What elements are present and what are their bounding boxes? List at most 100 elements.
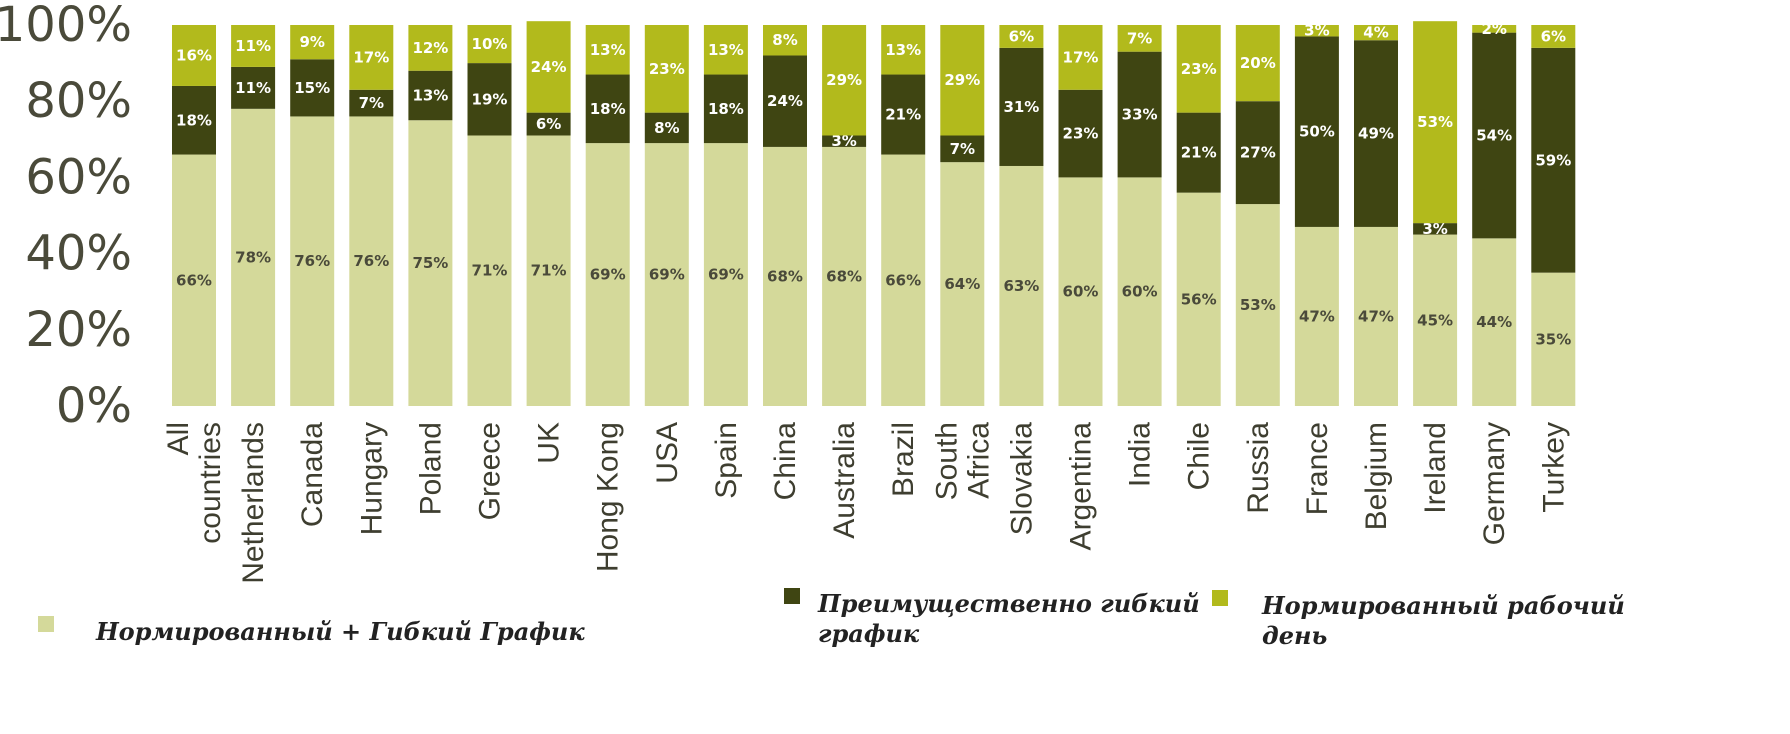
legend-label: график xyxy=(818,619,920,648)
x-tick-label: Greece xyxy=(474,422,507,520)
bar-segment xyxy=(1058,89,1103,178)
bar-segment xyxy=(172,25,216,86)
data-label: 31% xyxy=(1003,98,1039,116)
bar-segment xyxy=(1472,25,1517,33)
x-tick-label: Australia xyxy=(828,422,861,539)
data-label: 13% xyxy=(885,41,921,59)
bar-segment xyxy=(940,135,985,163)
x-tick-label: China xyxy=(769,422,802,501)
bar-segment xyxy=(763,25,807,56)
data-label: 8% xyxy=(654,119,679,137)
data-label: 63% xyxy=(1003,277,1039,295)
bar-segment xyxy=(644,143,689,407)
bar-segment xyxy=(999,25,1044,48)
bar-segment xyxy=(526,112,571,136)
data-label: 6% xyxy=(1541,27,1566,45)
legend-swatch xyxy=(784,588,800,604)
data-label: 6% xyxy=(1009,27,1034,45)
data-label: 44% xyxy=(1476,313,1512,331)
y-tick-label: 20% xyxy=(25,302,132,358)
bar-segment xyxy=(1531,25,1576,48)
data-label: 10% xyxy=(472,35,508,53)
bar-segment xyxy=(585,25,630,75)
x-tick-label: Germany xyxy=(1478,422,1511,545)
data-label: 3% xyxy=(831,132,856,150)
x-tick-label: Netherlands xyxy=(237,422,270,584)
data-label: 29% xyxy=(826,71,862,89)
bar-segment xyxy=(999,47,1044,166)
bar-segment xyxy=(1294,25,1339,37)
data-label: 18% xyxy=(590,100,626,118)
bar-segment xyxy=(467,25,512,64)
bar-segment xyxy=(1058,25,1103,90)
data-label: 59% xyxy=(1535,151,1571,169)
data-label: 69% xyxy=(708,266,744,284)
data-label: 24% xyxy=(531,58,567,76)
x-tick-label: Brazil xyxy=(887,422,920,497)
data-label: 17% xyxy=(1063,48,1099,66)
data-label: 60% xyxy=(1122,283,1158,301)
bar-segment xyxy=(1235,101,1280,205)
data-label: 17% xyxy=(353,48,389,66)
bar-segment xyxy=(763,146,807,407)
legend-label: Нормированный + Гибкий График xyxy=(95,617,585,646)
bar-segment xyxy=(1531,272,1576,406)
bar-segment xyxy=(1354,226,1398,406)
bar-segment xyxy=(1117,25,1162,52)
x-tick-label: Chile xyxy=(1183,422,1216,490)
data-label: 53% xyxy=(1240,296,1276,314)
bar-segment xyxy=(467,63,512,136)
x-tick-label: USA xyxy=(651,422,684,484)
bar-segment xyxy=(1294,36,1339,227)
bar-segment xyxy=(1354,40,1398,227)
bar-segment xyxy=(703,143,748,407)
x-tick-label: Russia xyxy=(1242,422,1275,514)
data-label: 2% xyxy=(1481,20,1506,38)
data-label: 69% xyxy=(649,266,685,284)
bar-segment xyxy=(172,85,216,155)
data-label: 23% xyxy=(1063,125,1099,143)
data-label: 71% xyxy=(531,262,567,280)
bar-segment xyxy=(881,154,926,406)
data-label: 75% xyxy=(412,254,448,272)
y-tick-label: 100% xyxy=(0,0,132,53)
data-label: 29% xyxy=(944,71,980,89)
x-tick-label: Turkey xyxy=(1537,422,1570,513)
bar-segment xyxy=(231,66,276,109)
bar-segment xyxy=(349,116,394,406)
data-label: 18% xyxy=(708,100,744,118)
data-label: 76% xyxy=(294,252,330,270)
data-label: 19% xyxy=(472,90,508,108)
data-label: 56% xyxy=(1181,290,1217,308)
data-label: 24% xyxy=(767,92,803,110)
legend-label: Преимущественно гибкий xyxy=(817,589,1200,618)
bars: 66% 18% 16% 78% 11% 11% 76% 15% 9% 76% 7% 17% 75% 13%… xyxy=(172,20,1576,407)
legend: Нормированный + Гибкий График Преимуществ… xyxy=(38,588,1625,650)
x-axis: All countries Netherlands Canada Hungary Pola… xyxy=(162,422,1570,584)
data-label: 3% xyxy=(1422,220,1447,238)
bar-segment xyxy=(763,55,807,147)
x-tick-label: Argentina xyxy=(1065,422,1098,551)
data-label: 69% xyxy=(590,266,626,284)
bar-segment xyxy=(1354,25,1398,41)
data-label: 11% xyxy=(235,37,271,55)
data-label: 68% xyxy=(767,267,803,285)
x-tick-label: Slovakia xyxy=(1005,422,1038,536)
bar-segment xyxy=(1472,32,1517,239)
data-label: 12% xyxy=(412,39,448,57)
legend-label: день xyxy=(1262,621,1327,650)
data-label: 78% xyxy=(235,248,271,266)
data-label: 54% xyxy=(1476,126,1512,144)
bar-segment xyxy=(1294,226,1339,406)
x-tick-label: Hong Kong xyxy=(592,422,625,572)
legend-swatch xyxy=(38,616,54,632)
bar-segment xyxy=(408,70,453,121)
data-label: 64% xyxy=(944,275,980,293)
y-tick-label: 0% xyxy=(56,378,132,434)
data-label: 13% xyxy=(708,41,744,59)
x-tick-label: Canada xyxy=(296,422,329,527)
bar-segment xyxy=(585,74,630,144)
y-tick-label: 80% xyxy=(25,73,132,129)
bar-segment xyxy=(1176,25,1221,113)
